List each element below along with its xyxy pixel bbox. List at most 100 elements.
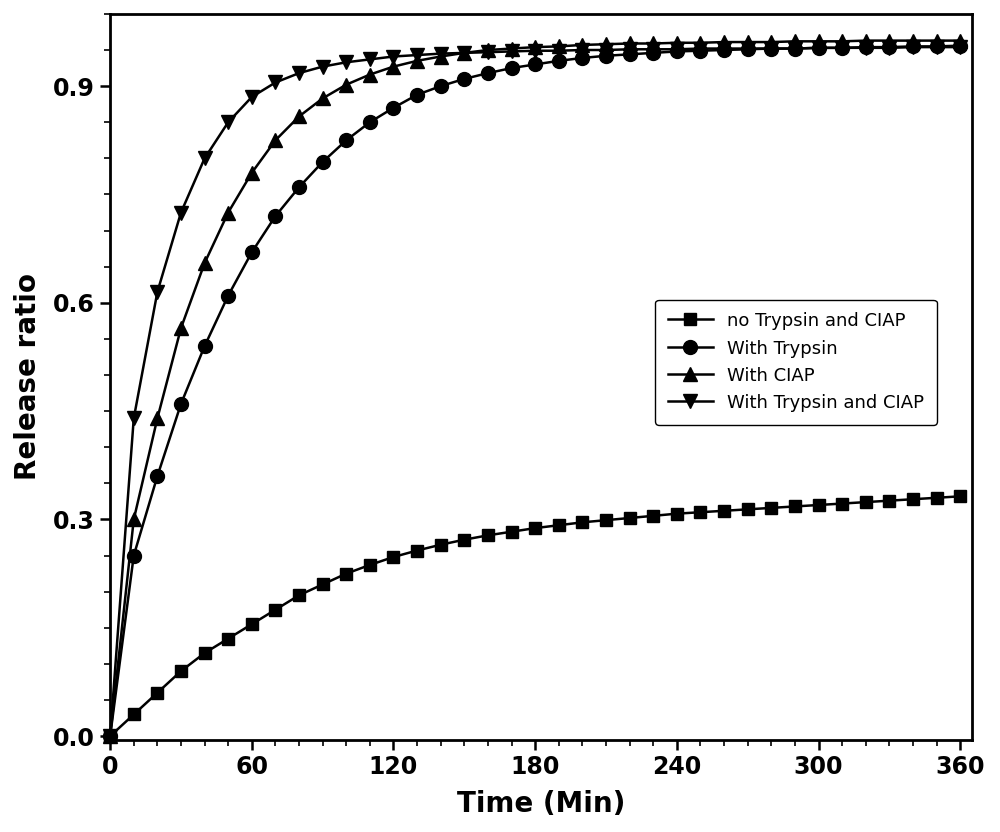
With CIAP bbox=[364, 70, 376, 80]
With Trypsin and CIAP bbox=[293, 68, 305, 78]
With Trypsin bbox=[293, 182, 305, 192]
no Trypsin and CIAP bbox=[931, 493, 943, 503]
no Trypsin and CIAP bbox=[151, 688, 163, 698]
With Trypsin and CIAP bbox=[624, 44, 636, 54]
no Trypsin and CIAP bbox=[600, 515, 612, 525]
With Trypsin and CIAP bbox=[529, 46, 541, 56]
With CIAP bbox=[151, 414, 163, 423]
no Trypsin and CIAP bbox=[647, 511, 659, 521]
With Trypsin and CIAP bbox=[742, 43, 754, 53]
With CIAP bbox=[269, 136, 281, 146]
With Trypsin and CIAP bbox=[954, 42, 966, 52]
no Trypsin and CIAP bbox=[411, 546, 423, 556]
no Trypsin and CIAP bbox=[529, 523, 541, 533]
With CIAP bbox=[411, 56, 423, 66]
With CIAP bbox=[128, 514, 140, 524]
no Trypsin and CIAP bbox=[199, 648, 211, 658]
With Trypsin and CIAP bbox=[317, 62, 329, 72]
With Trypsin and CIAP bbox=[435, 48, 447, 58]
With Trypsin bbox=[931, 42, 943, 52]
With Trypsin bbox=[883, 42, 895, 52]
With CIAP bbox=[293, 111, 305, 121]
With Trypsin and CIAP bbox=[104, 731, 116, 741]
With CIAP bbox=[954, 36, 966, 46]
no Trypsin and CIAP bbox=[246, 619, 258, 629]
With Trypsin bbox=[246, 247, 258, 257]
With Trypsin bbox=[694, 46, 706, 56]
With Trypsin bbox=[411, 90, 423, 100]
With Trypsin and CIAP bbox=[813, 42, 825, 52]
With CIAP bbox=[789, 37, 801, 47]
With Trypsin bbox=[317, 157, 329, 167]
With Trypsin bbox=[860, 42, 872, 52]
no Trypsin and CIAP bbox=[128, 710, 140, 720]
no Trypsin and CIAP bbox=[269, 605, 281, 615]
With Trypsin bbox=[175, 399, 187, 409]
With CIAP bbox=[458, 48, 470, 58]
With CIAP bbox=[600, 39, 612, 49]
With Trypsin bbox=[128, 551, 140, 561]
With Trypsin and CIAP bbox=[199, 153, 211, 163]
With Trypsin bbox=[718, 45, 730, 55]
With Trypsin bbox=[765, 43, 777, 53]
With CIAP bbox=[931, 36, 943, 46]
With Trypsin and CIAP bbox=[340, 57, 352, 67]
With CIAP bbox=[907, 36, 919, 46]
With Trypsin and CIAP bbox=[458, 48, 470, 58]
no Trypsin and CIAP bbox=[340, 568, 352, 578]
With Trypsin bbox=[836, 42, 848, 52]
With CIAP bbox=[718, 37, 730, 47]
no Trypsin and CIAP bbox=[482, 530, 494, 540]
With Trypsin bbox=[435, 81, 447, 91]
With Trypsin bbox=[269, 211, 281, 221]
With Trypsin and CIAP bbox=[364, 54, 376, 64]
no Trypsin and CIAP bbox=[458, 535, 470, 545]
With CIAP bbox=[576, 40, 588, 50]
With Trypsin bbox=[151, 471, 163, 481]
With CIAP bbox=[883, 36, 895, 46]
With CIAP bbox=[529, 42, 541, 52]
With Trypsin and CIAP bbox=[883, 42, 895, 52]
With Trypsin and CIAP bbox=[694, 43, 706, 53]
no Trypsin and CIAP bbox=[765, 503, 777, 513]
With Trypsin and CIAP bbox=[647, 44, 659, 54]
With CIAP bbox=[387, 62, 399, 72]
With Trypsin and CIAP bbox=[506, 47, 518, 57]
no Trypsin and CIAP bbox=[789, 502, 801, 512]
With Trypsin bbox=[954, 41, 966, 51]
With Trypsin bbox=[340, 136, 352, 146]
Legend: no Trypsin and CIAP, With Trypsin, With CIAP, With Trypsin and CIAP: no Trypsin and CIAP, With Trypsin, With … bbox=[655, 300, 937, 425]
With Trypsin bbox=[387, 103, 399, 113]
no Trypsin and CIAP bbox=[813, 500, 825, 510]
With Trypsin bbox=[742, 44, 754, 54]
X-axis label: Time (Min): Time (Min) bbox=[457, 790, 625, 818]
With Trypsin bbox=[458, 74, 470, 84]
With Trypsin and CIAP bbox=[860, 42, 872, 52]
With Trypsin and CIAP bbox=[128, 414, 140, 423]
With CIAP bbox=[435, 52, 447, 62]
With Trypsin and CIAP bbox=[269, 77, 281, 87]
With Trypsin and CIAP bbox=[246, 92, 258, 102]
no Trypsin and CIAP bbox=[954, 492, 966, 502]
With Trypsin and CIAP bbox=[151, 287, 163, 297]
no Trypsin and CIAP bbox=[907, 494, 919, 504]
With CIAP bbox=[222, 207, 234, 217]
With Trypsin and CIAP bbox=[671, 44, 683, 54]
With CIAP bbox=[553, 42, 565, 52]
With Trypsin and CIAP bbox=[553, 46, 565, 56]
With CIAP bbox=[860, 36, 872, 46]
no Trypsin and CIAP bbox=[553, 520, 565, 530]
With Trypsin bbox=[553, 56, 565, 66]
no Trypsin and CIAP bbox=[293, 590, 305, 600]
With CIAP bbox=[317, 93, 329, 103]
With Trypsin and CIAP bbox=[576, 45, 588, 55]
With Trypsin bbox=[600, 51, 612, 61]
With Trypsin and CIAP bbox=[411, 50, 423, 60]
With Trypsin and CIAP bbox=[175, 207, 187, 217]
With Trypsin bbox=[671, 47, 683, 57]
With CIAP bbox=[104, 731, 116, 741]
With CIAP bbox=[742, 37, 754, 47]
With Trypsin and CIAP bbox=[907, 42, 919, 52]
no Trypsin and CIAP bbox=[883, 496, 895, 506]
With Trypsin bbox=[789, 43, 801, 53]
